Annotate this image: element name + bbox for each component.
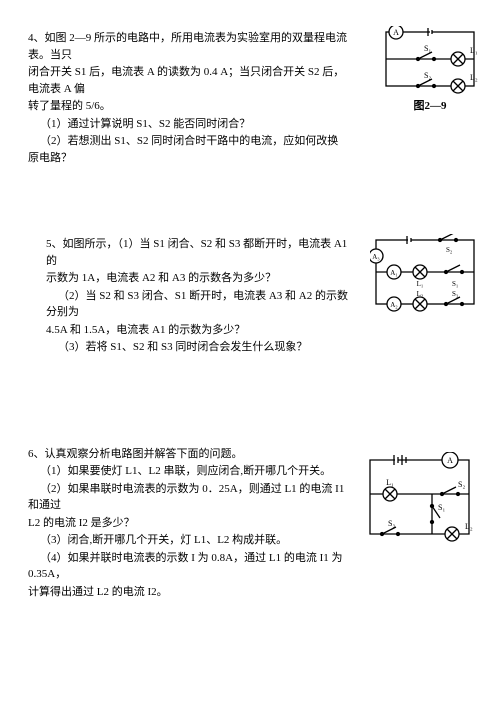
figure-6: A L₁ S₂ S₁ S₃: [362, 452, 477, 542]
p4-line2: 闭合开关 S1 后，电流表 A 的读数为 0.4 A；当只闭合开关 S2 后，电…: [28, 64, 348, 97]
p4-q1: （1）通过计算说明 S1、S2 能否同时闭合？: [28, 116, 348, 133]
p5-q2a: （2）当 S2 和 S3 闭合、S1 断开时，电流表 A3 和 A2 的示数分别…: [46, 288, 358, 321]
p4-line3: 转了量程的 5/6。: [28, 98, 348, 115]
svg-text:L₂: L₂: [470, 73, 478, 82]
figure-4-caption: 图2—9: [380, 98, 480, 115]
p6-line1: 6、认真观察分析电路图并解答下面的问题。: [28, 446, 348, 463]
p4-line1: 4、如图 2—9 所示的电路中，所用电流表为实验室用的双量程电流表。当只: [28, 30, 348, 63]
figure-4: A S₁ S₂ L₁ L₂: [380, 26, 480, 115]
svg-text:A: A: [393, 28, 399, 37]
p5-q2b: 4.5A 和 1.5A，电流表 A1 的示数为多少？: [46, 322, 358, 339]
svg-text:S₁: S₁: [452, 280, 458, 288]
svg-text:S₂: S₂: [424, 71, 431, 80]
problem-5: 5、如图所示，（1）当 S1 闭合、S2 和 S3 都断开时，电流表 A1 的 …: [28, 236, 472, 356]
problem-4-text: 4、如图 2—9 所示的电路中，所用电流表为实验室用的双量程电流表。当只 闭合开…: [28, 30, 348, 166]
problem-6-text: 6、认真观察分析电路图并解答下面的问题。 （1）如果要使灯 L1、L2 串联，则…: [28, 446, 348, 601]
svg-text:S₃: S₃: [452, 290, 459, 298]
svg-text:A₃: A₃: [372, 253, 380, 261]
p5-line1: 5、如图所示，（1）当 S1 闭合、S2 和 S3 都断开时，电流表 A1 的: [46, 236, 358, 269]
p4-q2: （2）若想测出 S1、S2 同时闭合时干路中的电流，应如何改换原电路？: [28, 133, 348, 166]
p6-q2a: （2）如果串联时电流表的示数为 0．25A，则通过 L1 的电流 I1 和通过: [28, 481, 348, 514]
svg-text:S₁: S₁: [438, 503, 445, 512]
problem-4: 4、如图 2—9 所示的电路中，所用电流表为实验室用的双量程电流表。当只 闭合开…: [28, 30, 472, 166]
p6-q1: （1）如果要使灯 L1、L2 串联，则应闭合,断开哪几个开关。: [28, 463, 348, 480]
figure-5: A₃ S₂ A₁ L₁ S₁ A: [370, 234, 480, 312]
svg-text:L₂: L₂: [417, 290, 424, 298]
problem-5-text: 5、如图所示，（1）当 S1 闭合、S2 和 S3 都断开时，电流表 A1 的 …: [28, 236, 358, 356]
svg-text:S₁: S₁: [424, 44, 431, 53]
p6-q2b: L2 的电流 I2 是多少？: [28, 515, 348, 532]
circuit-6-icon: A L₁ S₂ S₁ S₃: [362, 452, 477, 542]
svg-text:L₁: L₁: [417, 280, 424, 288]
svg-text:A: A: [447, 456, 453, 465]
p6-q4a: （4）如果并联时电流表的示数 I 为 0.8A，通过 L1 的电流 I1 为 0…: [28, 550, 348, 583]
problem-6: 6、认真观察分析电路图并解答下面的问题。 （1）如果要使灯 L1、L2 串联，则…: [28, 446, 472, 601]
svg-text:L₂: L₂: [465, 522, 473, 531]
svg-text:S₃: S₃: [388, 519, 395, 528]
p5-q3: （3）若将 S1、S2 和 S3 同时闭合会发生什么现象？: [46, 339, 358, 356]
svg-text:L₁: L₁: [470, 46, 478, 55]
circuit-4-icon: A S₁ S₂ L₁ L₂: [380, 26, 480, 96]
circuit-5-icon: A₃ S₂ A₁ L₁ S₁ A: [370, 234, 480, 312]
p6-q3: （3）闭合,断开哪几个开关，灯 L1、L2 构成并联。: [28, 532, 348, 549]
p6-q4b: 计算得出通过 L2 的电流 I2。: [28, 584, 348, 601]
svg-text:S₂: S₂: [458, 480, 465, 489]
p5-line2: 示数为 1A，电流表 A2 和 A3 的示数各为多少？: [46, 270, 358, 287]
svg-text:L₁: L₁: [386, 478, 394, 487]
svg-text:S₂: S₂: [446, 246, 453, 254]
svg-text:A₁: A₁: [390, 269, 398, 277]
svg-text:A₂: A₂: [390, 301, 398, 309]
